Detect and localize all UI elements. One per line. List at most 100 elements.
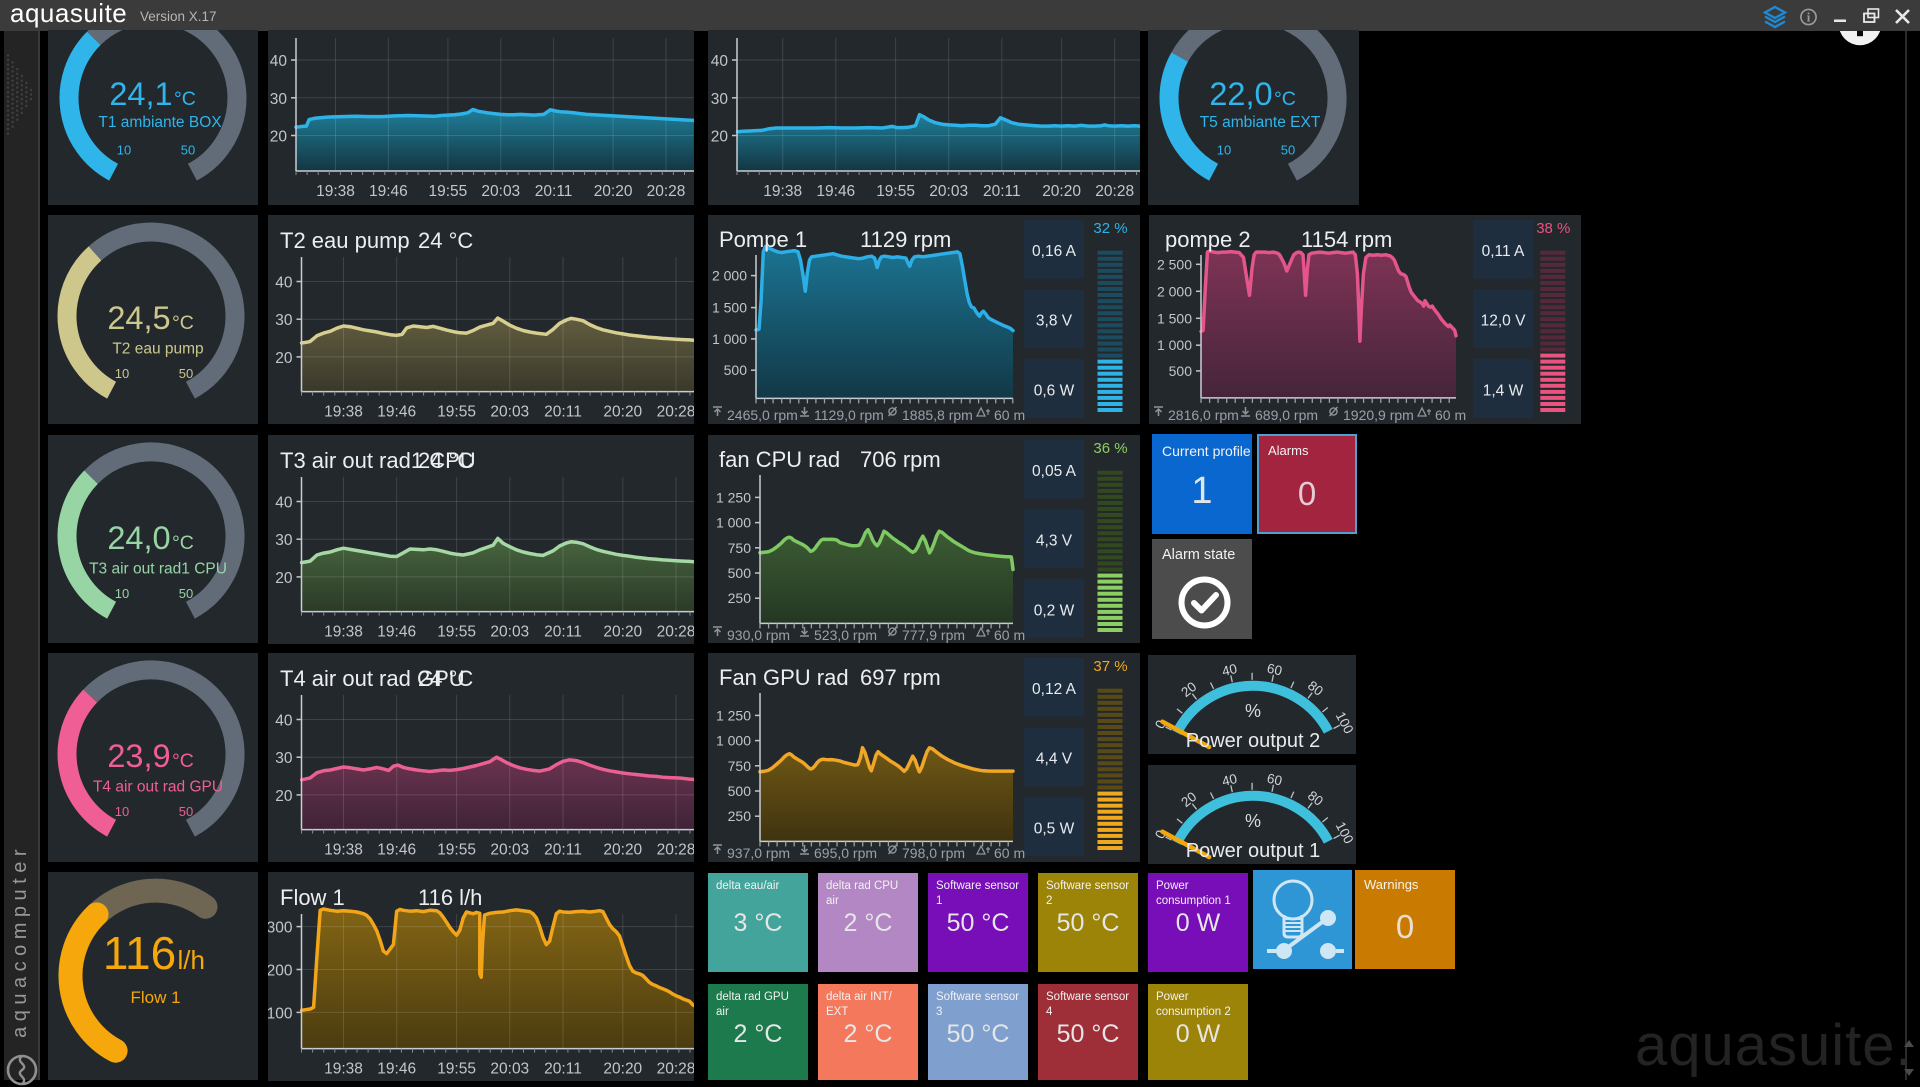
svg-text:T3 air out rad1 CPU: T3 air out rad1 CPU bbox=[89, 561, 227, 578]
svg-text:20:03: 20:03 bbox=[490, 404, 529, 421]
svg-text:19:46: 19:46 bbox=[377, 624, 416, 641]
svg-text:930,0 rpm: 930,0 rpm bbox=[727, 627, 790, 643]
svg-text:20:20: 20:20 bbox=[603, 1061, 642, 1078]
svg-text:10: 10 bbox=[115, 804, 129, 819]
svg-text:20: 20 bbox=[275, 570, 293, 587]
svg-text:20:11: 20:11 bbox=[544, 842, 582, 859]
svg-text:19:46: 19:46 bbox=[816, 183, 855, 200]
svg-text:50: 50 bbox=[179, 586, 193, 601]
svg-text:°C: °C bbox=[172, 750, 194, 772]
svg-text:20:20: 20:20 bbox=[603, 624, 642, 641]
svg-text:500: 500 bbox=[1169, 363, 1193, 379]
svg-text:°C: °C bbox=[172, 532, 194, 554]
svg-text:40: 40 bbox=[270, 53, 288, 70]
svg-text:0,05 A: 0,05 A bbox=[1032, 463, 1077, 480]
svg-text:0,11 A: 0,11 A bbox=[1482, 243, 1525, 260]
svg-text:22,0: 22,0 bbox=[1209, 76, 1272, 112]
svg-text:i: i bbox=[1807, 11, 1811, 25]
svg-text:777,9 rpm: 777,9 rpm bbox=[902, 627, 965, 643]
svg-text:%: % bbox=[1245, 701, 1261, 721]
svg-text:40: 40 bbox=[1220, 771, 1238, 789]
svg-text:523,0 rpm: 523,0 rpm bbox=[814, 627, 877, 643]
svg-text:20:11: 20:11 bbox=[544, 624, 582, 641]
svg-text:50: 50 bbox=[179, 366, 193, 381]
svg-text:Power output 2: Power output 2 bbox=[1186, 730, 1321, 752]
svg-text:20:28: 20:28 bbox=[657, 842, 694, 859]
svg-text:0,2 W: 0,2 W bbox=[1034, 602, 1075, 619]
svg-text:40: 40 bbox=[275, 275, 293, 292]
svg-text:1 000: 1 000 bbox=[1157, 337, 1192, 353]
svg-text:20:20: 20:20 bbox=[1042, 183, 1081, 200]
svg-text:19:38: 19:38 bbox=[324, 1061, 363, 1078]
svg-text:2816,0 rpm: 2816,0 rpm bbox=[1168, 407, 1239, 423]
svg-text:20:11: 20:11 bbox=[544, 404, 582, 421]
svg-text:100: 100 bbox=[268, 1005, 293, 1022]
svg-text:20:20: 20:20 bbox=[603, 404, 642, 421]
svg-text:T1 ambiante BOX: T1 ambiante BOX bbox=[98, 114, 222, 131]
svg-text:60 m: 60 m bbox=[994, 407, 1025, 423]
svg-text:250: 250 bbox=[728, 590, 752, 606]
svg-text:20:20: 20:20 bbox=[603, 842, 642, 859]
svg-text:36 %: 36 % bbox=[1093, 440, 1127, 457]
svg-text:40: 40 bbox=[1220, 661, 1238, 679]
svg-text:500: 500 bbox=[728, 783, 752, 799]
svg-text:30: 30 bbox=[711, 91, 729, 108]
svg-text:2465,0 rpm: 2465,0 rpm bbox=[727, 407, 798, 423]
svg-text:1,4 W: 1,4 W bbox=[1483, 382, 1524, 399]
svg-text:1 250: 1 250 bbox=[716, 489, 751, 505]
svg-text:1920,9 rpm: 1920,9 rpm bbox=[1343, 407, 1414, 423]
svg-text:0,5 W: 0,5 W bbox=[1034, 820, 1075, 837]
svg-text:1129,0 rpm: 1129,0 rpm bbox=[814, 407, 884, 423]
svg-text:19:46: 19:46 bbox=[369, 183, 408, 200]
svg-text:20:28: 20:28 bbox=[647, 183, 686, 200]
svg-text:750: 750 bbox=[728, 758, 752, 774]
svg-text:19:55: 19:55 bbox=[876, 183, 915, 200]
svg-text:20:03: 20:03 bbox=[929, 183, 968, 200]
svg-text:50: 50 bbox=[1281, 143, 1295, 158]
svg-text:30: 30 bbox=[275, 750, 293, 767]
svg-text:Flow 1: Flow 1 bbox=[130, 988, 180, 1007]
svg-text:500: 500 bbox=[728, 565, 752, 581]
svg-text:20:11: 20:11 bbox=[544, 1061, 582, 1078]
svg-text:60: 60 bbox=[1266, 771, 1284, 789]
svg-text:20:03: 20:03 bbox=[490, 842, 529, 859]
svg-text:50: 50 bbox=[179, 804, 193, 819]
svg-text:20:11: 20:11 bbox=[983, 183, 1021, 200]
svg-text:2 000: 2 000 bbox=[1157, 283, 1192, 299]
svg-text:20:28: 20:28 bbox=[657, 404, 694, 421]
svg-text:0,6 W: 0,6 W bbox=[1034, 382, 1075, 399]
svg-text:2 500: 2 500 bbox=[1157, 256, 1192, 272]
svg-text:20:28: 20:28 bbox=[657, 1061, 694, 1078]
svg-text:10: 10 bbox=[115, 586, 129, 601]
svg-text:l/h: l/h bbox=[178, 945, 205, 975]
svg-text:19:55: 19:55 bbox=[437, 624, 476, 641]
svg-text:2 000: 2 000 bbox=[712, 268, 747, 284]
svg-text:19:55: 19:55 bbox=[437, 404, 476, 421]
svg-text:30: 30 bbox=[275, 532, 293, 549]
svg-text:20: 20 bbox=[270, 129, 288, 146]
svg-text:23,9: 23,9 bbox=[107, 738, 170, 774]
svg-text:30: 30 bbox=[275, 312, 293, 329]
svg-text:19:38: 19:38 bbox=[763, 183, 802, 200]
svg-text:°C: °C bbox=[1274, 88, 1296, 110]
svg-text:19:46: 19:46 bbox=[377, 1061, 416, 1078]
svg-text:3,8 V: 3,8 V bbox=[1036, 313, 1073, 330]
svg-text:24,0: 24,0 bbox=[107, 520, 170, 556]
svg-text:19:38: 19:38 bbox=[316, 183, 355, 200]
svg-text:32 %: 32 % bbox=[1093, 220, 1127, 237]
svg-text:19:38: 19:38 bbox=[324, 842, 363, 859]
svg-text:10: 10 bbox=[117, 143, 131, 158]
svg-text:20:11: 20:11 bbox=[535, 183, 573, 200]
svg-text:19:46: 19:46 bbox=[377, 404, 416, 421]
svg-text:12,0 V: 12,0 V bbox=[1481, 313, 1526, 330]
svg-text:60: 60 bbox=[1266, 661, 1284, 679]
svg-text:1 000: 1 000 bbox=[712, 331, 747, 347]
svg-text:60 m: 60 m bbox=[994, 845, 1025, 861]
svg-text:T2 eau pump: T2 eau pump bbox=[112, 341, 203, 358]
svg-text:40: 40 bbox=[275, 495, 293, 512]
svg-text:0,12 A: 0,12 A bbox=[1032, 681, 1077, 698]
svg-text:19:55: 19:55 bbox=[437, 1061, 476, 1078]
svg-text:695,0 rpm: 695,0 rpm bbox=[814, 845, 877, 861]
svg-text:750: 750 bbox=[728, 540, 752, 556]
svg-text:100: 100 bbox=[1333, 709, 1356, 736]
